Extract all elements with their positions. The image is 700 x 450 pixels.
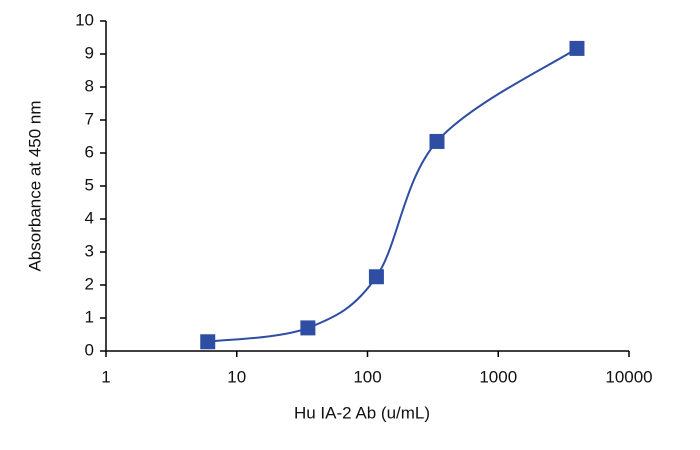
- y-tick-label: 1: [85, 307, 94, 326]
- x-tick-label: 100: [353, 367, 381, 386]
- y-axis-label: Absorbance at 450 nm: [25, 100, 44, 271]
- x-tick-label: 10000: [605, 367, 652, 386]
- y-tick-label: 6: [85, 142, 94, 161]
- y-tick-label: 10: [75, 10, 94, 29]
- y-tick-label: 3: [85, 241, 94, 260]
- y-tick-label: 2: [85, 274, 94, 293]
- y-tick-label: 9: [85, 43, 94, 62]
- marker: [429, 133, 445, 149]
- y-tick-label: 5: [85, 175, 94, 194]
- y-tick-label: 4: [85, 208, 94, 227]
- y-tick-label: 7: [85, 109, 94, 128]
- marker: [300, 320, 316, 336]
- x-tick-label: 10: [227, 367, 246, 386]
- x-tick-label: 1: [101, 367, 110, 386]
- x-axis-label: Hu IA-2 Ab (u/mL): [294, 403, 430, 422]
- marker: [200, 334, 216, 350]
- x-tick-label: 1000: [479, 367, 517, 386]
- y-tick-label: 8: [85, 76, 94, 95]
- marker: [569, 40, 585, 56]
- marker: [368, 269, 384, 285]
- curve: [207, 47, 578, 343]
- y-tick-label: 0: [85, 340, 94, 359]
